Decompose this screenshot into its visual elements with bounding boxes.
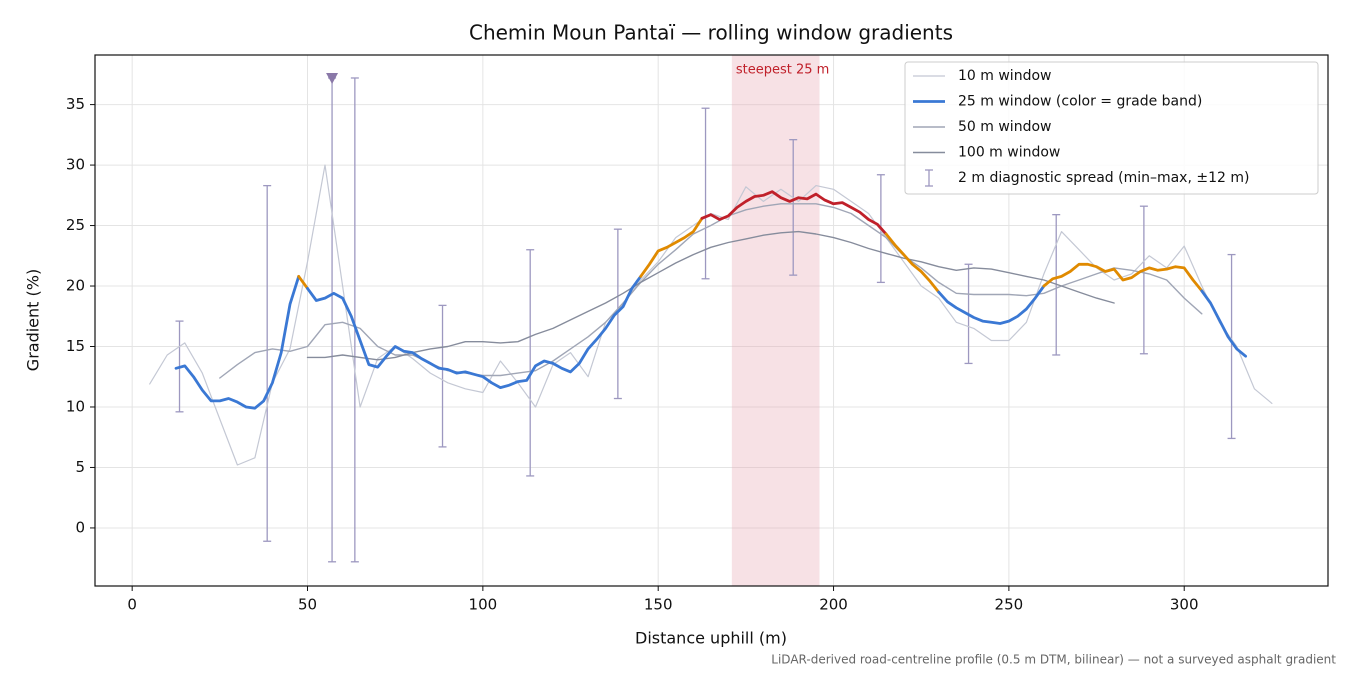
chart-title: Chemin Moun Pantaï — rolling window grad… [469, 21, 953, 45]
series-line [884, 232, 941, 294]
x-axis-label: Distance uphill (m) [635, 629, 787, 648]
x-tick-label: 100 [469, 596, 498, 614]
series-line [1200, 289, 1247, 358]
legend-box [904, 61, 1319, 195]
series-line [297, 275, 309, 290]
legend-label: 25 m window (color = grade band) [958, 94, 1202, 110]
series-line [1042, 262, 1204, 293]
series-line [639, 216, 704, 278]
y-tick-label: 35 [66, 95, 85, 113]
plot [149, 77, 1273, 563]
legend-label: 10 m window [958, 68, 1051, 84]
y-tick-label: 15 [66, 337, 85, 355]
legend-label: 2 m diagnostic spread (min–max, ±12 m) [958, 170, 1249, 186]
y-tick-label: 0 [75, 518, 85, 536]
y-axis-label: Gradient (%) [24, 269, 43, 371]
x-tick-label: 200 [819, 596, 848, 614]
x-tick-label: 150 [644, 596, 673, 614]
highlight-label: steepest 25 m [736, 63, 829, 78]
series-line [937, 284, 1046, 325]
y-tick-label: 5 [75, 458, 85, 476]
x-tick-label: 0 [127, 596, 137, 614]
series-line [174, 275, 301, 410]
y-tick-label: 20 [66, 277, 85, 295]
series-line [306, 275, 643, 389]
x-tick-label: 50 [298, 596, 317, 614]
highlight-band [731, 55, 820, 586]
legend-label: 50 m window [958, 119, 1051, 135]
series-line [700, 190, 888, 236]
y-tick-label: 25 [66, 216, 85, 234]
y-tick-label: 30 [66, 156, 85, 174]
x-tick-label: 250 [995, 596, 1024, 614]
footnote: LiDAR-derived road-centreline profile (0… [771, 653, 1336, 667]
peak-marker [326, 72, 339, 84]
plot-frame [94, 54, 1329, 587]
y-tick-label: 10 [66, 397, 85, 415]
series-line [306, 230, 1115, 361]
x-tick-label: 300 [1170, 596, 1199, 614]
legend-label: 100 m window [958, 145, 1060, 161]
